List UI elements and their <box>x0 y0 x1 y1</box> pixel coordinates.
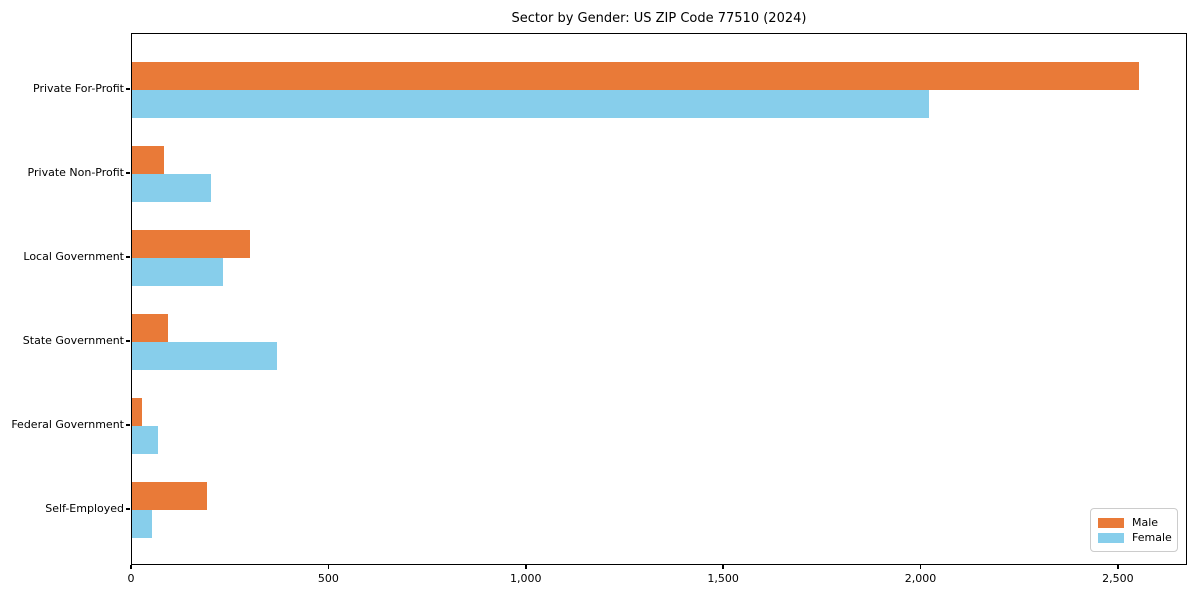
bar-male-4 <box>132 398 142 426</box>
y-tick-label: Private Non-Profit <box>27 166 124 179</box>
bar-female-2 <box>132 258 223 286</box>
x-tick-mark <box>130 565 132 569</box>
y-tick-label: Local Government <box>23 250 124 263</box>
x-tick-mark <box>525 565 527 569</box>
legend-label-female: Female <box>1132 531 1172 544</box>
female-swatch-icon <box>1098 532 1124 543</box>
x-tick-label: 2,000 <box>904 572 937 585</box>
bar-female-1 <box>132 174 211 202</box>
bar-female-3 <box>132 342 277 370</box>
y-tick-mark <box>126 172 130 174</box>
bar-female-5 <box>132 510 152 538</box>
y-tick-label: State Government <box>22 334 124 347</box>
x-tick-label: 0 <box>127 572 135 585</box>
plot-area: Male Female <box>131 33 1187 565</box>
legend-label-male: Male <box>1132 516 1159 529</box>
x-tick-label: 2,500 <box>1102 572 1134 585</box>
x-tick-mark <box>722 565 724 569</box>
legend-item-male: Male <box>1098 515 1169 530</box>
legend: Male Female <box>1090 508 1178 552</box>
bar-male-0 <box>132 62 1139 90</box>
x-tick-label: 1,000 <box>510 572 542 585</box>
bar-female-0 <box>132 90 929 118</box>
chart-title: Sector by Gender: US ZIP Code 77510 (202… <box>511 11 807 26</box>
x-tick-mark <box>919 565 922 569</box>
bar-male-2 <box>132 230 250 258</box>
y-tick-mark <box>126 256 130 258</box>
y-tick-mark <box>126 88 130 90</box>
bars-layer <box>132 34 1186 564</box>
bar-male-3 <box>132 314 168 342</box>
y-tick-mark <box>126 508 130 510</box>
y-tick-mark <box>126 340 130 342</box>
y-tick-label: Federal Government <box>11 418 124 431</box>
male-swatch-icon <box>1098 517 1124 528</box>
x-tick-mark <box>1117 565 1119 569</box>
bar-male-1 <box>132 146 164 174</box>
x-tick-label: 1,500 <box>707 572 739 585</box>
y-tick-mark <box>126 424 130 426</box>
x-tick-label: 500 <box>317 572 339 585</box>
x-tick-mark <box>327 565 330 569</box>
bar-male-5 <box>132 482 207 510</box>
y-tick-label: Private For-Profit <box>33 82 124 95</box>
bar-female-4 <box>132 426 158 454</box>
legend-item-female: Female <box>1098 530 1172 545</box>
y-tick-label: Self-Employed <box>45 502 124 515</box>
